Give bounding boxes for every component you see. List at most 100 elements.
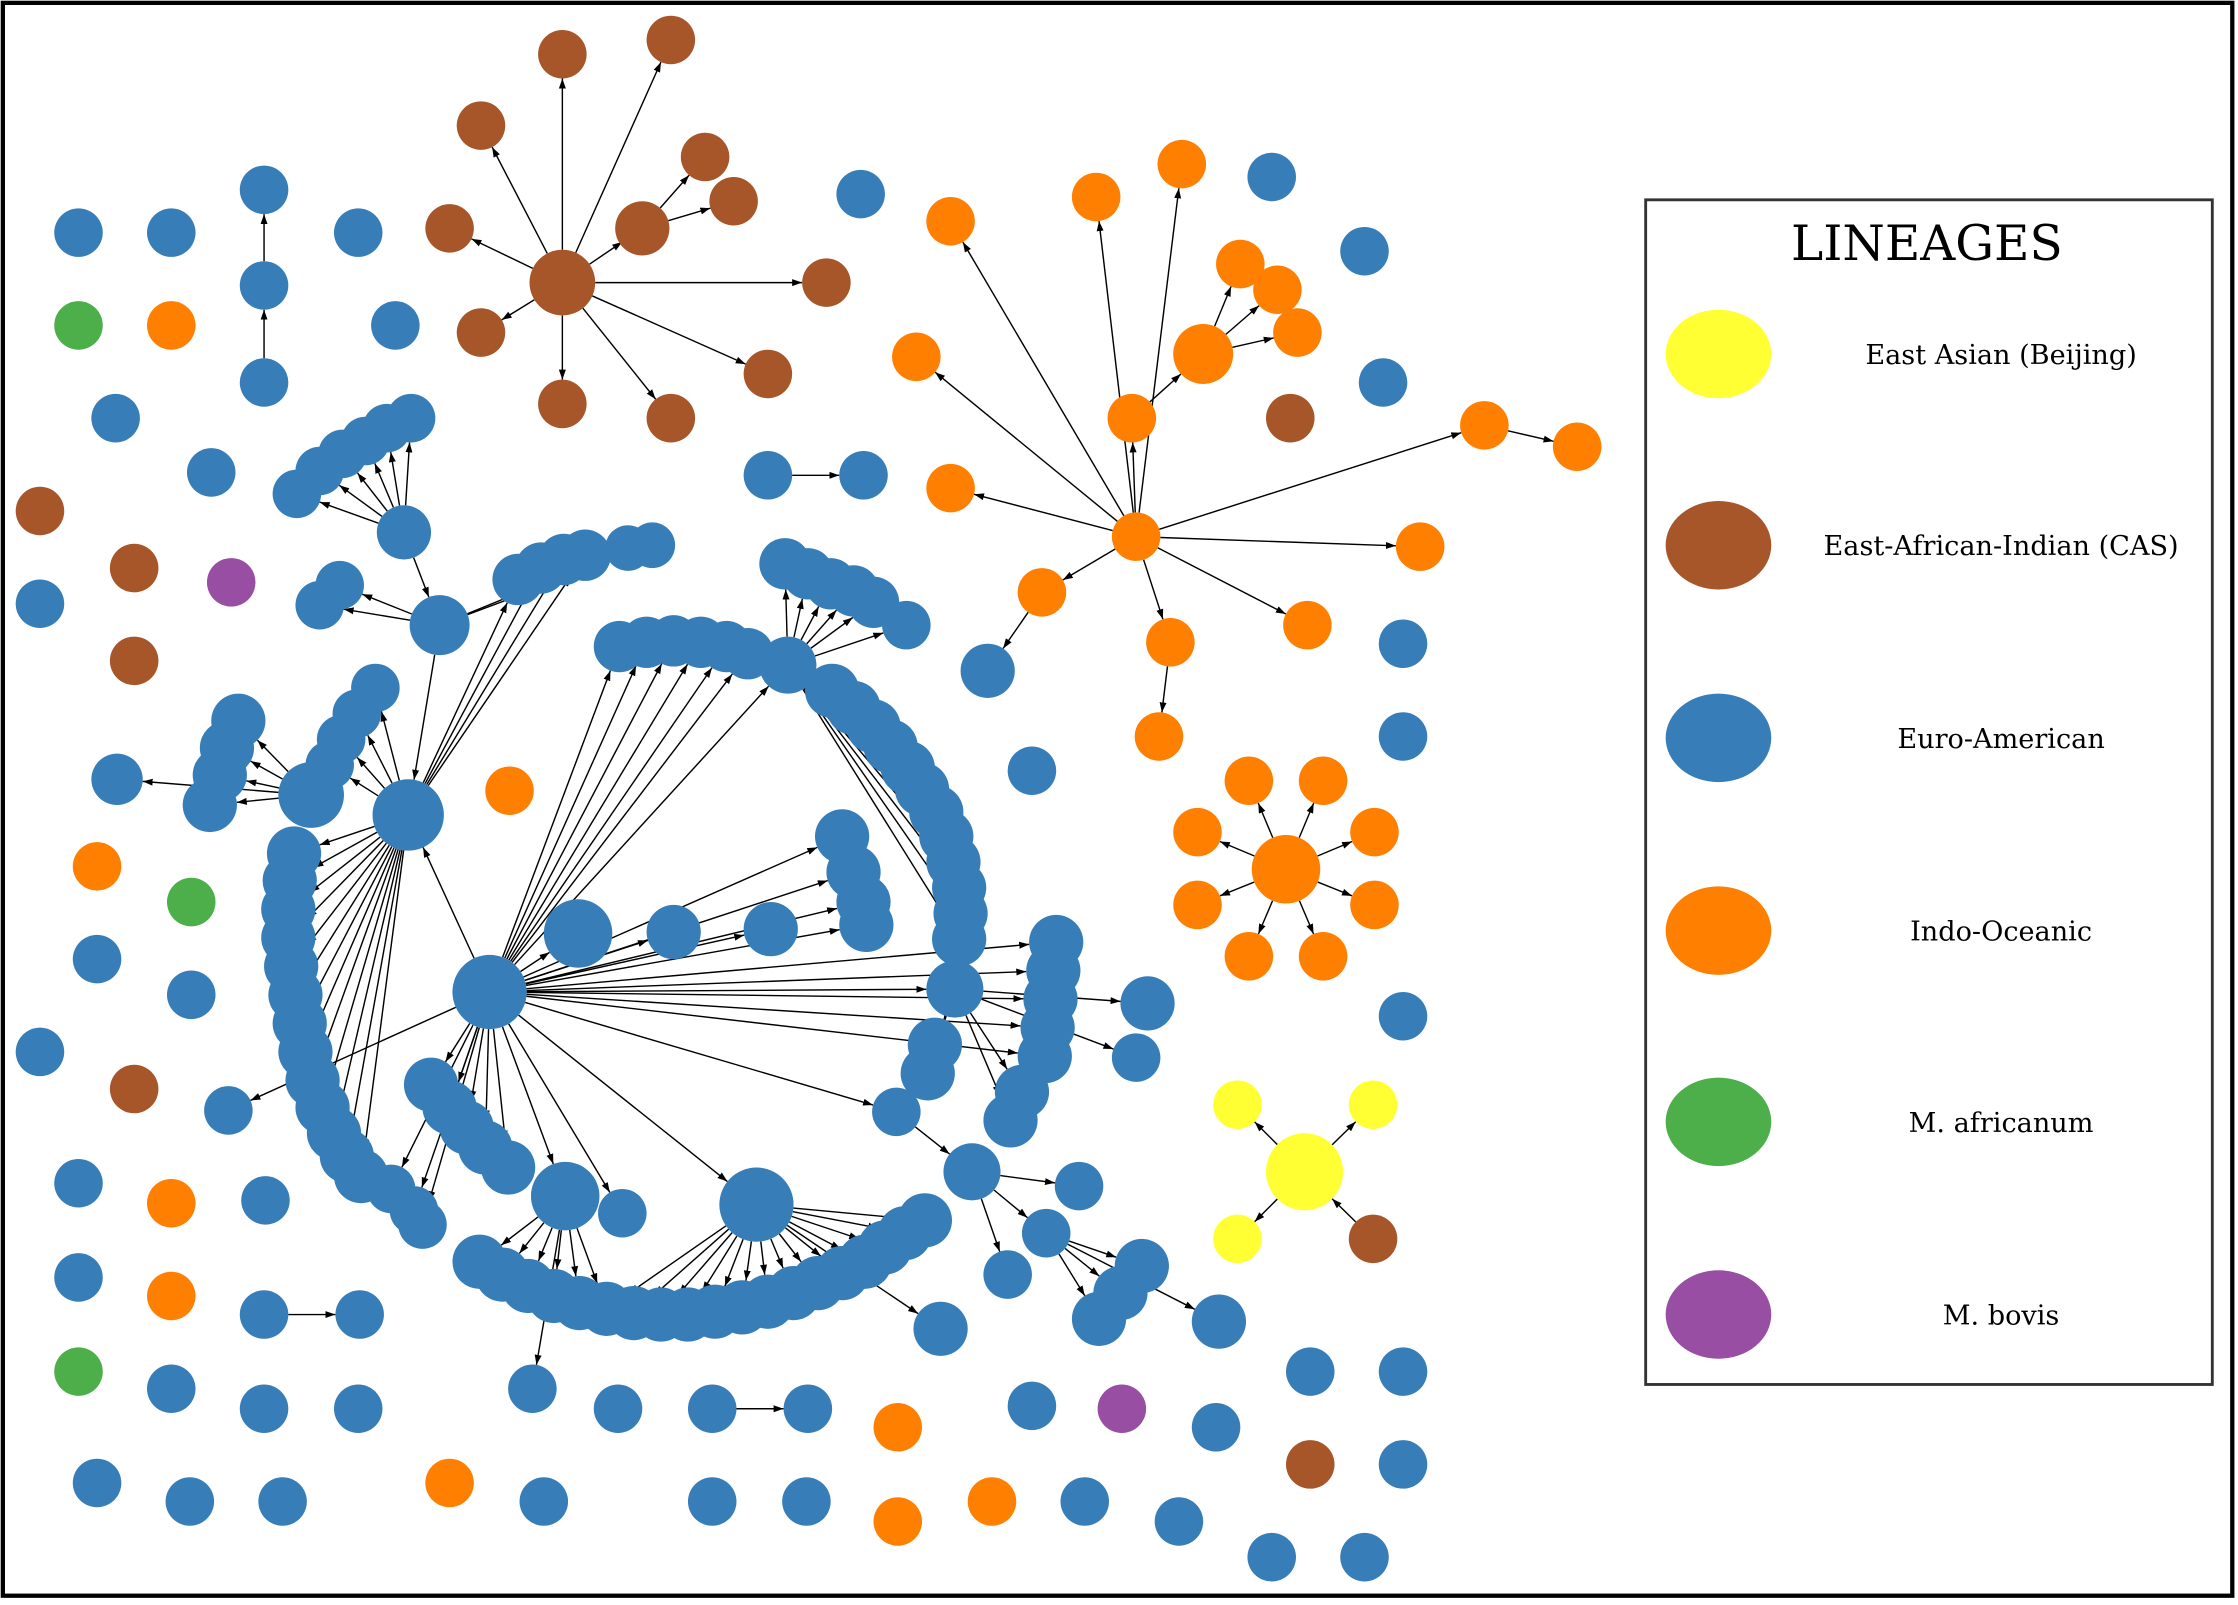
network-edge: [628, 1225, 727, 1294]
network-node: [371, 301, 420, 350]
network-node: [743, 902, 798, 957]
network-edge: [321, 848, 397, 1056]
legend-swatch-beijing: [1665, 309, 1772, 399]
network-node: [239, 358, 289, 407]
network-node: [147, 208, 196, 257]
network-node: [967, 1477, 1017, 1526]
network-edge: [404, 442, 413, 506]
network-node: [1253, 265, 1302, 315]
network-node: [186, 448, 236, 497]
network-edge: [380, 711, 400, 781]
network-node: [1120, 976, 1175, 1031]
network-edge: [319, 825, 375, 846]
network-node: [1107, 393, 1157, 443]
legend-item-cas: East-African-Indian (CAS): [1665, 500, 2179, 590]
network-node: [409, 595, 470, 656]
network-node: [1071, 172, 1121, 222]
network-node: [782, 1477, 831, 1526]
network-node: [1157, 139, 1207, 189]
network-node: [882, 600, 931, 650]
network-edge: [339, 849, 401, 1108]
network-edge: [793, 598, 804, 638]
network-node: [15, 1027, 65, 1077]
network-edge: [792, 1210, 879, 1230]
network-node: [709, 176, 758, 226]
network-edge: [306, 840, 384, 919]
network-edge: [537, 1227, 553, 1262]
network-edge: [422, 602, 508, 783]
network-edge: [1159, 666, 1169, 713]
network-edge: [362, 850, 405, 1150]
network-node: [873, 1497, 923, 1546]
network-edge: [1317, 840, 1353, 857]
network-node: [802, 258, 851, 307]
network-node: [722, 628, 774, 680]
network-node: [836, 169, 885, 219]
network-node: [72, 934, 122, 984]
network-edge: [520, 951, 550, 973]
network-edge: [444, 1022, 471, 1063]
network-edge: [592, 295, 747, 365]
network-edge: [388, 452, 401, 506]
legend-label-m-africanum: M. africanum: [1909, 1108, 2094, 1139]
network-node: [960, 643, 1015, 698]
network-edge: [743, 1241, 753, 1281]
network-edge: [1000, 1174, 1056, 1186]
network-edge: [349, 849, 403, 1130]
network-edge: [770, 1238, 784, 1269]
network-edge: [525, 933, 745, 985]
network-node: [239, 165, 289, 215]
network-edge: [554, 1230, 563, 1270]
network-node: [719, 1167, 794, 1242]
network-edge: [319, 501, 379, 524]
network-node: [759, 636, 817, 694]
network-node: [72, 842, 122, 891]
network-edge: [793, 1207, 898, 1221]
network-node: [926, 463, 975, 513]
network-edge: [724, 1238, 744, 1287]
network-node: [629, 522, 676, 569]
network-node: [425, 1458, 474, 1508]
network-node: [983, 1093, 1038, 1148]
network-node: [538, 29, 587, 79]
network-node: [1350, 807, 1399, 857]
network-node: [166, 877, 216, 927]
network-node: [529, 249, 596, 316]
legend-item-euro-american: Euro-American: [1665, 693, 2105, 783]
network-edge: [814, 632, 884, 657]
network-node: [335, 1290, 384, 1339]
network-node: [54, 1158, 103, 1208]
network-node: [147, 1178, 196, 1228]
network-node: [147, 1364, 196, 1414]
network-node: [615, 201, 670, 256]
network-edge: [338, 484, 383, 517]
network-edge: [518, 1222, 545, 1254]
network-edge: [993, 1189, 1028, 1219]
network-node: [646, 904, 701, 960]
network-edge: [576, 1227, 598, 1284]
network-edge: [1331, 1121, 1357, 1146]
network-edge: [361, 593, 413, 615]
network-node: [54, 1253, 103, 1302]
network-edge: [701, 1235, 738, 1292]
network-node: [1378, 1440, 1428, 1489]
network-node: [147, 301, 196, 350]
network-node: [1173, 323, 1234, 384]
network-node: [900, 1046, 955, 1101]
legend-swatch-m-bovis: [1665, 1270, 1772, 1359]
network-edge: [1064, 1247, 1100, 1277]
network-edge: [309, 836, 381, 893]
network-node: [480, 1140, 536, 1195]
network-edge: [504, 665, 637, 959]
legend-label-indo-oceanic: Indo-Oceanic: [1910, 917, 2092, 948]
network-node: [485, 766, 534, 815]
network-node: [1054, 1161, 1104, 1211]
legend-label-euro-american: Euro-American: [1897, 724, 2104, 755]
network-node: [54, 301, 103, 350]
legend-swatch-indo-oceanic: [1665, 886, 1772, 975]
network-edge: [1068, 1240, 1117, 1258]
network-edge: [1129, 442, 1137, 513]
network-node: [983, 1250, 1032, 1299]
network-node: [530, 1161, 600, 1231]
